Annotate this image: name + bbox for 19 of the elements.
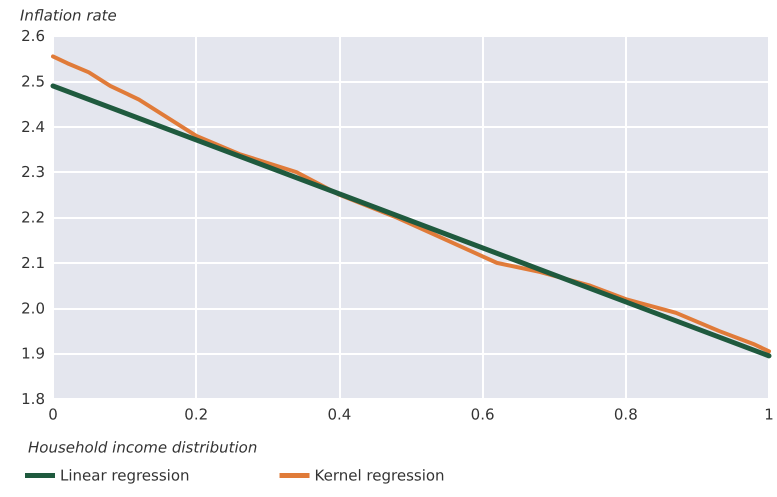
- y-axis-title: Inflation rate: [20, 6, 117, 24]
- y-tick-label: 2.2: [21, 208, 45, 226]
- x-tick-label: 0.6: [470, 406, 495, 424]
- y-tick-label: 2.5: [21, 72, 45, 90]
- legend-label: Kernel regression: [314, 466, 445, 484]
- y-tick-label: 1.8: [21, 390, 45, 408]
- x-tick-label: 0.8: [614, 406, 638, 424]
- x-tick-label: 0.4: [327, 406, 352, 424]
- legend-label: Linear regression: [60, 466, 190, 484]
- y-tick-label: 2.6: [21, 27, 45, 45]
- y-tick-label: 2.4: [21, 118, 45, 136]
- x-axis-title: Household income distribution: [28, 438, 258, 456]
- y-tick-label: 2.0: [21, 299, 45, 318]
- y-tick-label: 2.1: [21, 254, 45, 272]
- y-tick-label: 2.3: [21, 163, 45, 182]
- x-tick-label: 1: [764, 406, 774, 424]
- x-tick-label: 0.2: [184, 406, 208, 424]
- y-tick-label: 1.9: [21, 344, 45, 363]
- x-tick-label: 0: [48, 406, 58, 424]
